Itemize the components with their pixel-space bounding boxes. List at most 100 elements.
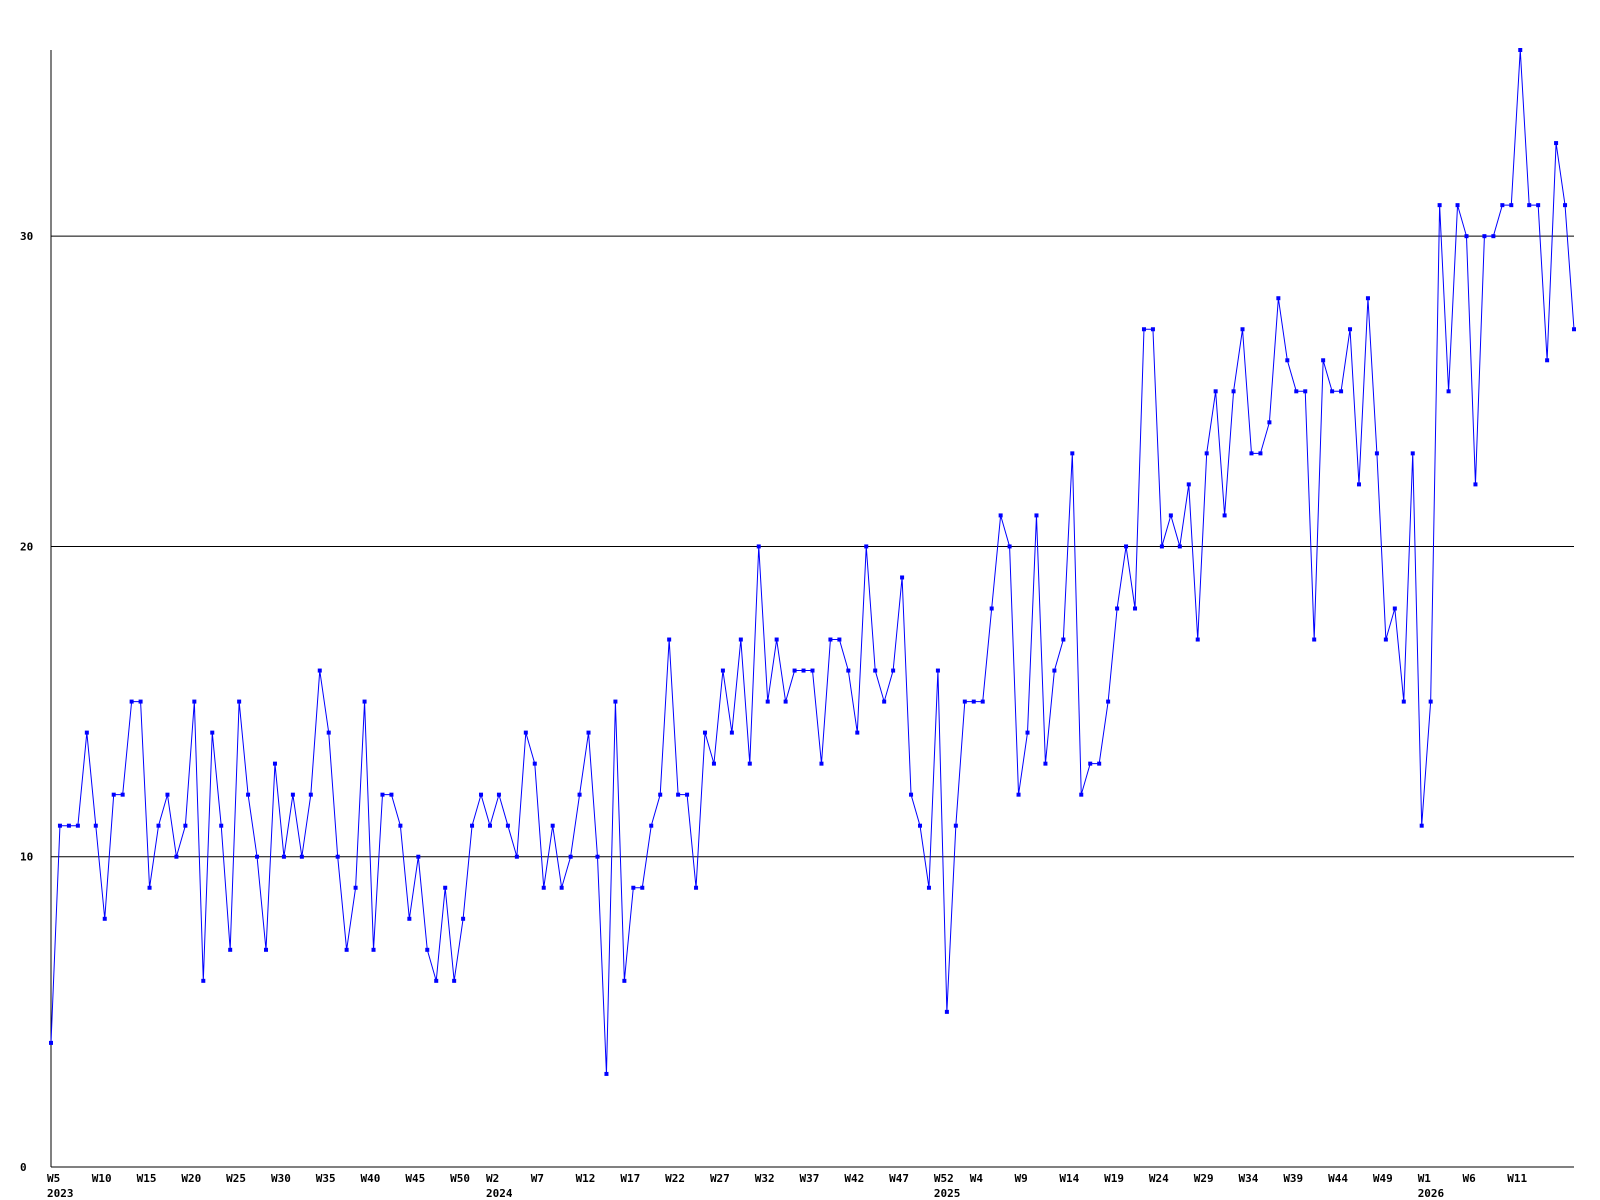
x-tick-label: W6	[1462, 1172, 1476, 1185]
data-point	[882, 699, 887, 704]
data-point	[84, 730, 89, 735]
x-tick-label: W52	[934, 1172, 954, 1185]
x-year-label: 2024	[486, 1187, 513, 1200]
data-point	[1204, 451, 1209, 456]
x-tick-label: W20	[181, 1172, 201, 1185]
data-point	[783, 699, 788, 704]
data-point	[720, 668, 725, 673]
data-point	[855, 730, 860, 735]
data-point	[828, 637, 833, 642]
data-point	[819, 761, 824, 766]
data-point	[891, 668, 896, 673]
data-point	[837, 637, 842, 642]
data-point	[541, 885, 546, 890]
data-point	[156, 823, 161, 828]
data-point	[676, 792, 681, 797]
data-point	[496, 792, 501, 797]
data-point	[461, 916, 466, 921]
data-point	[434, 978, 439, 983]
data-point	[102, 916, 107, 921]
data-point	[550, 823, 555, 828]
x-tick-label: W32	[755, 1172, 775, 1185]
data-point	[1365, 296, 1370, 301]
data-point	[228, 947, 233, 952]
data-point	[1509, 203, 1514, 208]
data-point	[1249, 451, 1254, 456]
data-point	[1240, 327, 1245, 332]
x-tick-label: W1	[1418, 1172, 1432, 1185]
data-point	[479, 792, 484, 797]
data-point	[165, 792, 170, 797]
x-tick-label: W15	[137, 1172, 157, 1185]
data-point	[1464, 234, 1469, 239]
data-point	[514, 854, 519, 859]
data-point	[1392, 606, 1397, 611]
x-tick-label: W17	[620, 1172, 640, 1185]
series-line	[50, 49, 1575, 1074]
data-point	[1356, 482, 1361, 487]
x-tick-label: W7	[531, 1172, 544, 1185]
data-point	[1043, 761, 1048, 766]
data-point	[1518, 48, 1523, 52]
data-point	[1213, 389, 1218, 394]
data-point	[255, 854, 260, 859]
x-year-label: 2025	[934, 1187, 961, 1200]
data-point	[308, 792, 313, 797]
data-point	[1330, 389, 1335, 394]
data-point	[658, 792, 663, 797]
data-point	[1401, 699, 1406, 704]
data-point	[1115, 606, 1120, 611]
data-point	[1034, 513, 1039, 518]
data-point	[559, 885, 564, 890]
data-point	[1312, 637, 1317, 642]
data-point	[1374, 451, 1379, 456]
data-point	[980, 699, 985, 704]
data-point	[264, 947, 269, 952]
data-point	[281, 854, 286, 859]
data-point	[1133, 606, 1138, 611]
data-point	[470, 823, 475, 828]
data-point	[1186, 482, 1191, 487]
x-tick-label: W25	[226, 1172, 246, 1185]
x-tick-label: W49	[1373, 1172, 1393, 1185]
x-tick-label: W5	[47, 1172, 60, 1185]
data-point	[631, 885, 636, 890]
data-point	[649, 823, 654, 828]
data-point	[452, 978, 457, 983]
data-point	[75, 823, 80, 828]
y-tick-label: 10	[20, 851, 33, 864]
data-point	[1070, 451, 1075, 456]
data-point	[586, 730, 591, 735]
data-point	[1276, 296, 1281, 301]
data-point	[944, 1009, 949, 1014]
data-point	[1150, 327, 1155, 332]
data-point	[147, 885, 152, 890]
data-point	[1159, 544, 1164, 549]
data-point	[335, 854, 340, 859]
data-point	[1303, 389, 1308, 394]
data-point	[219, 823, 224, 828]
data-point	[1455, 203, 1460, 208]
data-point	[389, 792, 394, 797]
data-point	[138, 699, 143, 704]
data-point	[1473, 482, 1478, 487]
data-point	[380, 792, 385, 797]
data-point	[1348, 327, 1353, 332]
data-point	[935, 668, 940, 673]
data-point	[1088, 761, 1093, 766]
data-point	[900, 575, 905, 580]
data-point	[604, 1071, 609, 1076]
data-point	[1097, 761, 1102, 766]
x-tick-label: W39	[1283, 1172, 1303, 1185]
data-point	[738, 637, 743, 642]
data-point	[532, 761, 537, 766]
x-year-label: 2026	[1418, 1187, 1445, 1200]
x-tick-label: W10	[92, 1172, 112, 1185]
series-layer	[49, 48, 1576, 1076]
data-point	[210, 730, 215, 735]
data-point	[1025, 730, 1030, 735]
data-point	[971, 699, 976, 704]
data-point	[1321, 358, 1326, 363]
data-point	[201, 978, 206, 983]
